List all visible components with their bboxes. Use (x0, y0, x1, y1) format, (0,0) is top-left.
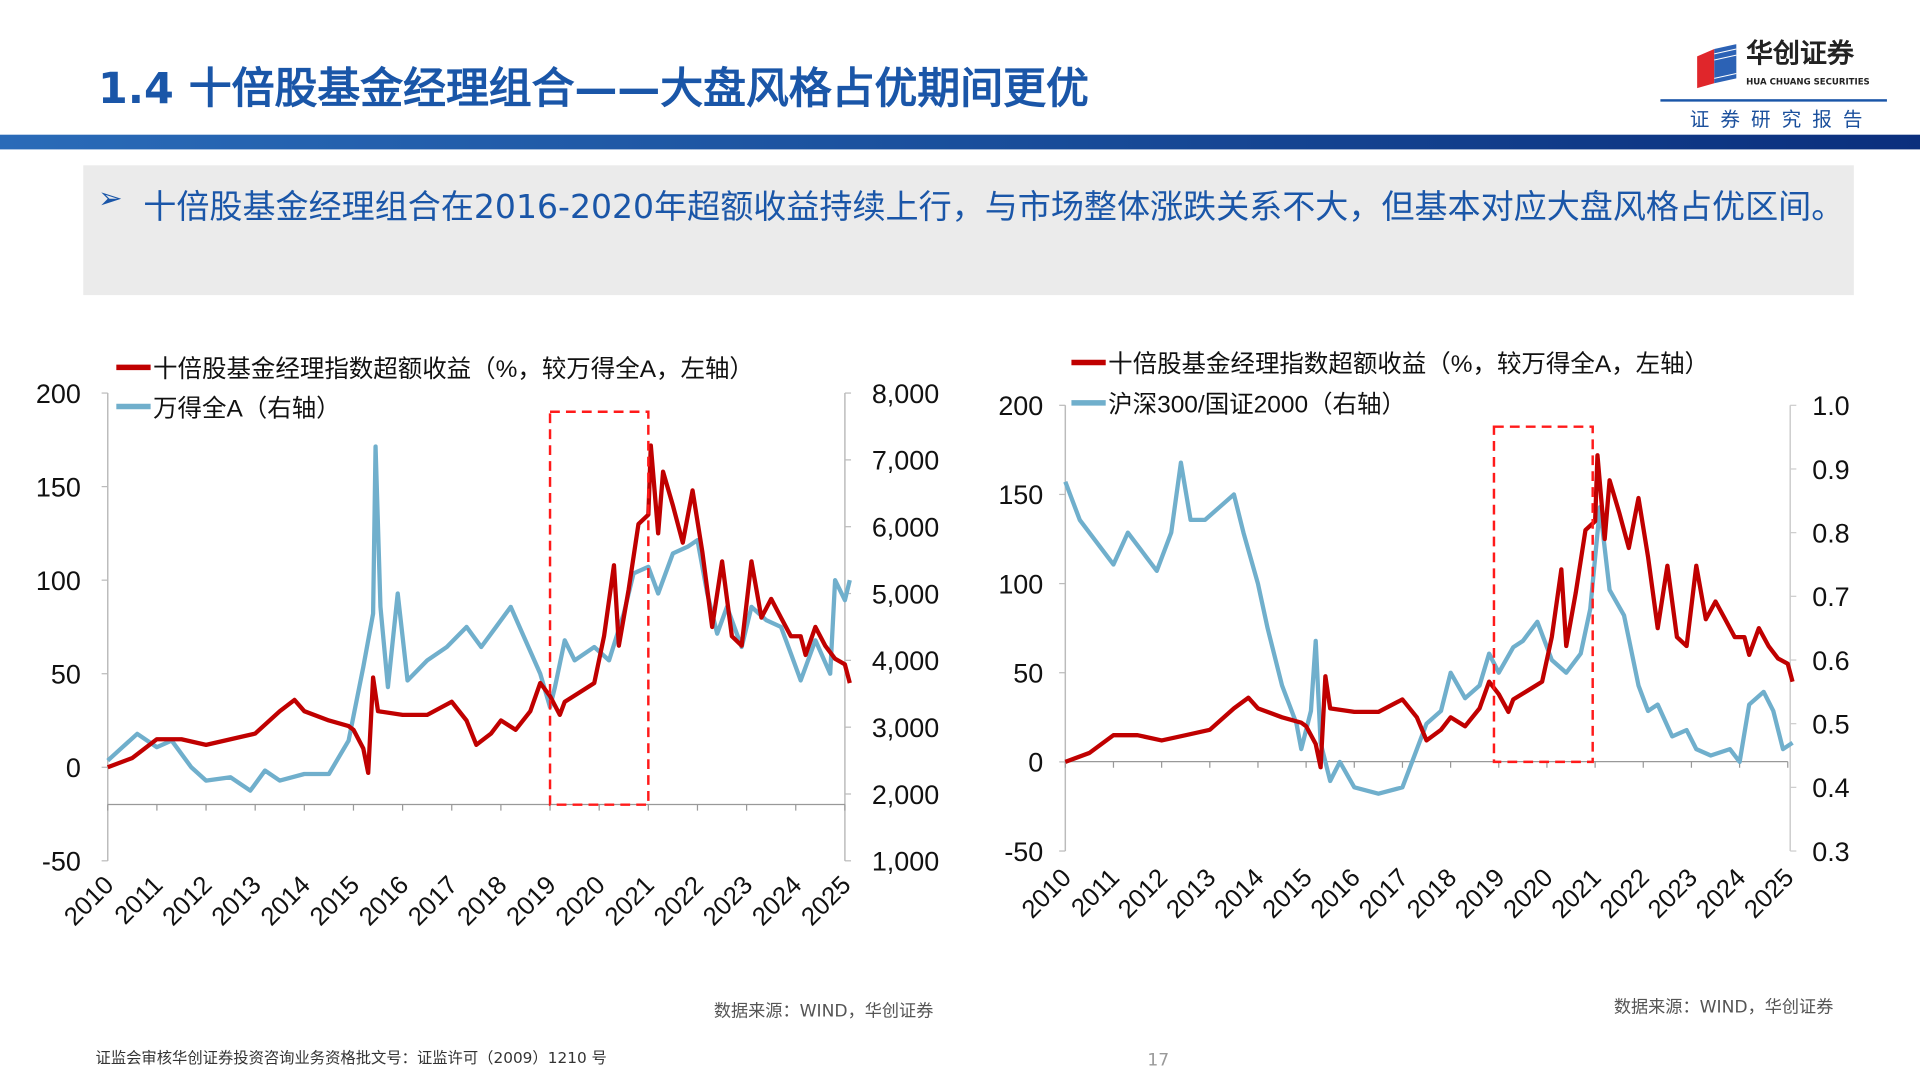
right-axis-label: 0.7 (1812, 582, 1849, 612)
summary-text: 十倍股基金经理组合在2016-2020年超额收益持续上行，与市场整体涨跌关系不大… (143, 188, 1845, 227)
series-line-benchmark (106, 444, 852, 793)
page-title: 1.4 十倍股基金经理组合——大盘风格占优期间更优 (97, 64, 1089, 114)
huachuang-logo-icon (1697, 44, 1737, 89)
left-axis-label: 200 (998, 391, 1043, 421)
x-axis-label: 2020 (1498, 864, 1558, 924)
left-axis-label: -50 (42, 847, 81, 877)
legend-label: 十倍股基金经理指数超额收益（%，较万得全A，左轴） (153, 355, 754, 383)
x-axis-label: 2024 (1691, 864, 1751, 924)
left-axis-label: -50 (1004, 837, 1043, 867)
x-axis-label: 2014 (1209, 864, 1269, 924)
license-footer: 证监会审核华创证券投资咨询业务资格批文号：证监许可（2009）1210 号 (95, 1048, 607, 1067)
left-axis-label: 50 (1013, 659, 1043, 689)
left-axis-label: 150 (36, 472, 81, 502)
logo-divider (1660, 99, 1887, 102)
right-axis-label: 0.9 (1812, 455, 1849, 485)
highlight-box (548, 410, 650, 806)
x-axis-label: 2012 (1113, 864, 1173, 924)
x-axis-label: 2021 (1546, 864, 1606, 924)
right-axis-label: 0.4 (1812, 773, 1849, 803)
left-axis-label: 150 (998, 480, 1043, 510)
x-axis-label: 2013 (1161, 864, 1221, 924)
right-axis-label: 0.3 (1812, 837, 1849, 867)
x-axis-label: 2022 (1595, 864, 1655, 924)
header-bar (0, 134, 1920, 150)
right-axis-label: 0.8 (1812, 518, 1849, 548)
right-axis-label: 7,000 (872, 446, 939, 476)
right-axis-label: 3,000 (872, 713, 939, 743)
right-axis-label: 2,000 (872, 780, 939, 810)
x-axis-label: 2023 (1643, 864, 1703, 924)
x-axis-label: 2019 (1450, 864, 1510, 924)
left-axis-label: 0 (66, 753, 81, 783)
left-axis-label: 50 (51, 660, 81, 690)
x-axis-label: 2018 (1402, 864, 1462, 924)
series-line-benchmark (1063, 460, 1794, 796)
left-axis-label: 100 (36, 566, 81, 596)
x-axis-label: 2015 (1257, 864, 1317, 924)
series-line-excess-return (106, 443, 852, 776)
right-axis-label: 6,000 (872, 513, 939, 543)
series-line-excess-return (1064, 453, 1795, 770)
left-axis-label: 100 (998, 569, 1043, 599)
logo-text-en: HUA CHUANG SECURITIES (1746, 77, 1870, 87)
legend-label: 十倍股基金经理指数超额收益（%，较万得全A，左轴） (1108, 350, 1709, 378)
summary-box (83, 165, 1854, 296)
chart-left-source: 数据来源：WIND，华创证券 (713, 1001, 934, 1022)
right-axis-label: 5,000 (872, 579, 939, 609)
logo-text-cn: 华创证券 (1746, 39, 1854, 70)
legend-label: 沪深300/国证2000（右轴） (1108, 391, 1406, 419)
x-axis-label: 2011 (1066, 864, 1125, 923)
report-label: 证券研究报告 (1689, 107, 1874, 132)
right-axis-label: 1.0 (1812, 391, 1849, 421)
highlight-box (1492, 425, 1594, 764)
x-axis-label: 2016 (1306, 864, 1366, 924)
x-axis-label: 2017 (1354, 864, 1414, 924)
right-axis-label: 0.5 (1812, 709, 1849, 739)
arrow-bullet-icon: ➢ (97, 181, 123, 216)
chart-right-source: 数据来源：WIND，华创证券 (1613, 997, 1834, 1018)
right-axis-label: 4,000 (872, 646, 939, 676)
page-number: 17 (1147, 1050, 1170, 1071)
right-axis-label: 8,000 (872, 379, 939, 409)
right-axis-label: 1,000 (872, 847, 939, 877)
x-axis-label: 2010 (1017, 864, 1077, 924)
right-axis-label: 0.6 (1812, 646, 1849, 676)
legend-label: 万得全A（右轴） (153, 394, 341, 422)
left-axis-label: 200 (36, 379, 81, 409)
x-axis-label: 2025 (1739, 864, 1799, 924)
left-axis-label: 0 (1028, 748, 1043, 778)
